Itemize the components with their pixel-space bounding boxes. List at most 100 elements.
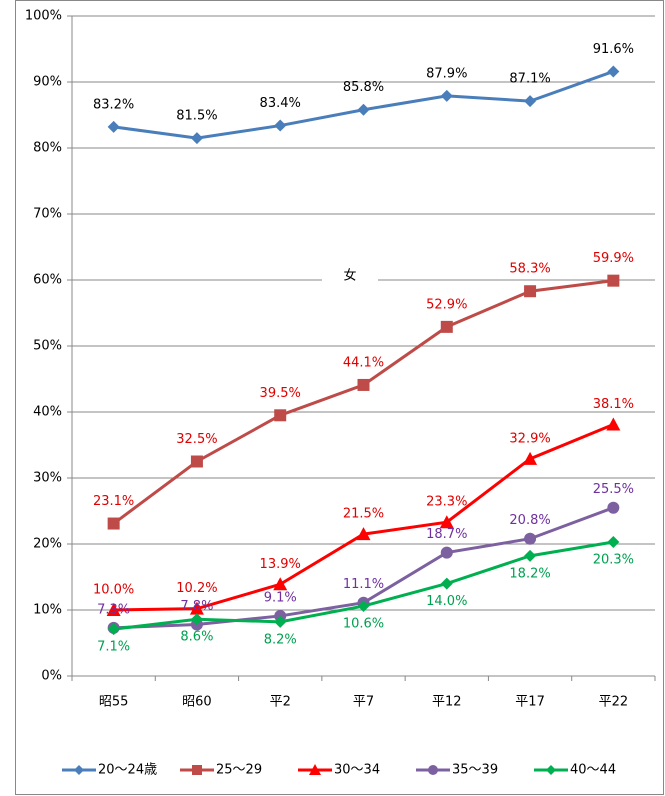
x-tick-label: 昭55 <box>99 695 129 710</box>
data-label: 14.0% <box>426 594 467 609</box>
data-label: 10.0% <box>93 583 134 598</box>
marker <box>274 409 287 422</box>
data-label: 8.6% <box>180 630 213 645</box>
data-label: 39.5% <box>260 386 301 401</box>
x-tick-label: 平2 <box>270 695 291 710</box>
marker <box>607 274 620 287</box>
data-label: 83.4% <box>260 96 301 111</box>
legend-label: 20～24歳 <box>98 763 157 778</box>
marker <box>440 546 453 559</box>
marker <box>190 132 203 145</box>
y-tick-label: 0% <box>41 669 62 684</box>
y-tick-label: 10% <box>33 603 62 618</box>
marker <box>273 577 288 591</box>
data-label: 25.5% <box>593 482 634 497</box>
data-label: 32.5% <box>176 432 217 447</box>
marker <box>607 65 620 78</box>
data-label: 7.1% <box>97 640 130 655</box>
legend-label: 35～39 <box>452 763 498 778</box>
marker <box>356 527 371 541</box>
marker <box>357 378 370 391</box>
marker <box>107 623 120 636</box>
marker <box>607 501 620 514</box>
marker <box>524 549 537 562</box>
marker <box>106 603 121 616</box>
x-tick-label: 平7 <box>353 695 374 710</box>
x-tick-label: 平12 <box>432 695 462 710</box>
x-tick-label: 昭60 <box>182 695 212 710</box>
data-label: 18.7% <box>426 527 467 542</box>
marker <box>440 89 453 102</box>
chart-frame <box>15 0 664 795</box>
data-label: 44.1% <box>343 355 384 370</box>
marker <box>107 120 120 133</box>
y-tick-label: 90% <box>33 75 62 90</box>
marker <box>523 451 538 465</box>
data-label: 10.6% <box>343 617 384 632</box>
data-label: 9.1% <box>264 590 297 605</box>
data-label: 58.3% <box>509 262 550 277</box>
data-label: 23.3% <box>426 495 467 510</box>
data-label: 23.1% <box>93 494 134 509</box>
marker <box>274 615 287 628</box>
data-label: 10.2% <box>176 581 217 596</box>
data-label: 32.9% <box>509 431 550 446</box>
legend-marker <box>309 764 321 775</box>
y-tick-label: 40% <box>33 405 62 420</box>
data-label: 20.8% <box>509 513 550 528</box>
legend-marker <box>192 765 202 775</box>
x-tick-label: 平22 <box>599 695 629 710</box>
legend-marker <box>74 765 84 775</box>
y-tick-label: 100% <box>25 9 62 24</box>
marker <box>439 515 454 529</box>
y-tick-label: 60% <box>33 273 62 288</box>
data-label: 87.1% <box>509 72 550 87</box>
marker <box>357 103 370 116</box>
legend-marker <box>546 765 556 775</box>
data-label: 83.2% <box>93 97 134 112</box>
marker <box>606 417 621 431</box>
marker <box>607 536 620 549</box>
marker <box>524 285 537 298</box>
data-label: 59.9% <box>593 251 634 266</box>
y-tick-label: 50% <box>33 339 62 354</box>
data-label: 85.8% <box>343 80 384 95</box>
legend-label: 25～29 <box>216 763 262 778</box>
series: 23.1% 32.5% 39.5% 44.1% 52.9% 58.3% 59.9% <box>93 251 634 530</box>
series: 83.2% 81.5% 83.4% 85.8% 87.9% 87.1% 91.6% <box>93 42 634 145</box>
marker <box>274 119 287 132</box>
data-label: 8.2% <box>264 632 297 647</box>
marker <box>189 601 204 615</box>
marker <box>190 455 203 468</box>
data-label: 7.3% <box>97 602 130 617</box>
marker <box>107 517 120 530</box>
series: 7.3% 7.8% 9.1% 11.1% 18.7% 20.8% 25.5% <box>97 482 634 634</box>
data-label: 7.8% <box>180 599 213 614</box>
marker <box>190 613 203 626</box>
data-label: 81.5% <box>176 109 217 124</box>
data-label: 13.9% <box>260 557 301 572</box>
data-label: 87.9% <box>426 66 467 81</box>
data-label: 20.3% <box>593 553 634 568</box>
data-label: 11.1% <box>343 577 384 592</box>
data-label: 18.2% <box>509 566 550 581</box>
data-label: 21.5% <box>343 507 384 522</box>
marker <box>440 577 453 590</box>
legend-marker <box>428 765 438 775</box>
series: 7.1% 8.6% 8.2% 10.6% 14.0% 18.2% 20.3% <box>97 536 634 655</box>
x-tick-label: 平17 <box>515 695 545 710</box>
marker <box>357 600 370 613</box>
series-line <box>112 279 614 525</box>
y-tick-label: 20% <box>33 537 62 552</box>
marker <box>524 532 537 545</box>
annotation-bg <box>322 262 378 290</box>
marker <box>440 320 453 333</box>
y-tick-label: 30% <box>33 471 62 486</box>
annotation: 女 <box>343 268 356 284</box>
series: 10.0% 10.2% 13.9% 21.5% 23.3% 32.9% 38.1% <box>93 397 634 616</box>
y-tick-label: 80% <box>33 141 62 156</box>
data-label: 52.9% <box>426 297 467 312</box>
data-label: 91.6% <box>593 42 634 57</box>
